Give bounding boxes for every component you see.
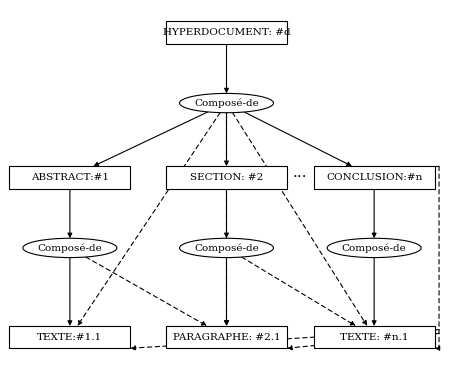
Text: PARAGRAPHE: #2.1: PARAGRAPHE: #2.1 bbox=[173, 333, 280, 342]
Text: HYPERDOCUMENT: #d: HYPERDOCUMENT: #d bbox=[163, 28, 290, 37]
FancyBboxPatch shape bbox=[10, 326, 130, 348]
Ellipse shape bbox=[23, 238, 117, 257]
FancyBboxPatch shape bbox=[314, 166, 434, 188]
Text: CONCLUSION:#n: CONCLUSION:#n bbox=[326, 173, 422, 182]
FancyBboxPatch shape bbox=[166, 326, 287, 348]
Text: TEXTE:#1.1: TEXTE:#1.1 bbox=[37, 333, 102, 342]
Text: Composé-de: Composé-de bbox=[194, 243, 259, 253]
Ellipse shape bbox=[179, 93, 274, 113]
Text: Composé-de: Composé-de bbox=[38, 243, 102, 253]
FancyBboxPatch shape bbox=[314, 326, 434, 348]
Text: Composé-de: Composé-de bbox=[194, 98, 259, 108]
Text: TEXTE: #n.1: TEXTE: #n.1 bbox=[340, 333, 409, 342]
Text: ABSTRACT:#1: ABSTRACT:#1 bbox=[31, 173, 109, 182]
FancyBboxPatch shape bbox=[10, 166, 130, 188]
Ellipse shape bbox=[327, 238, 421, 257]
Ellipse shape bbox=[179, 238, 274, 257]
Text: SECTION: #2: SECTION: #2 bbox=[190, 173, 263, 182]
FancyBboxPatch shape bbox=[166, 166, 287, 188]
Text: Composé-de: Composé-de bbox=[342, 243, 406, 253]
FancyBboxPatch shape bbox=[166, 21, 287, 44]
Text: ···: ··· bbox=[293, 170, 308, 184]
